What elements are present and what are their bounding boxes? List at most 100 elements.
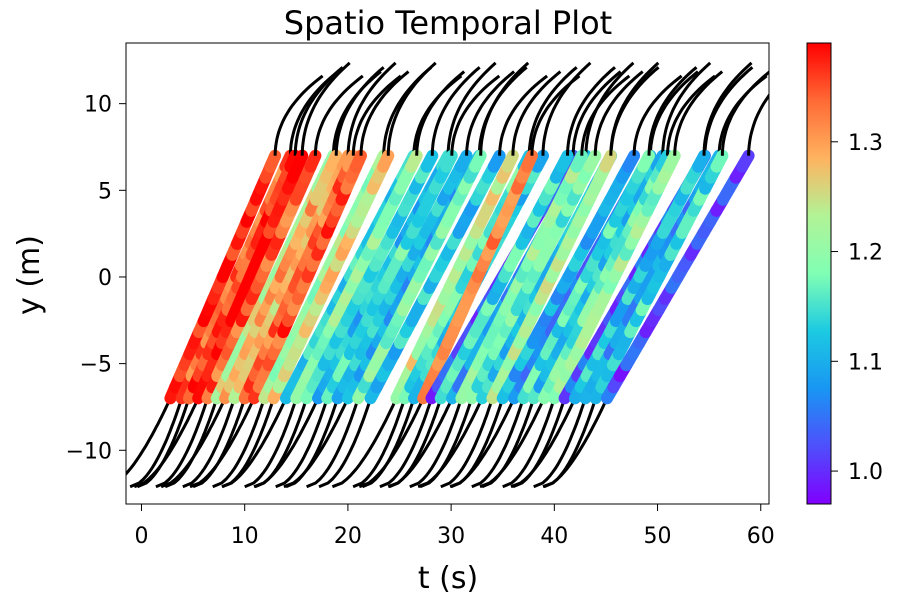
x-tick-label: 60 (747, 524, 775, 549)
trajectory-entry-trace (160, 397, 227, 489)
plot-area (126, 61, 769, 489)
trajectory-exit-trace (273, 74, 324, 156)
colorbar-tick-label: 1.1 (848, 350, 883, 375)
trajectory-21 (331, 70, 562, 489)
trajectory-exit-trace (346, 61, 397, 156)
chart-title: Spatio Temporal Plot (284, 4, 612, 42)
trajectory-exit-trace (479, 61, 530, 156)
trajectory-exit-trace (465, 70, 516, 156)
y-axis: −10 −5 0 5 10 (66, 93, 126, 464)
trajectory-exit-trace (571, 70, 622, 156)
trajectory-exit-trace (415, 70, 466, 156)
trajectory-entry-trace (440, 397, 494, 489)
trajectory-exit-trace (527, 66, 578, 156)
trajectory-32 (450, 74, 683, 489)
speed-point (454, 149, 473, 173)
trajectory-17 (285, 70, 516, 489)
trajectory-entry-trace (253, 397, 320, 489)
trajectory-entry-trace (189, 397, 256, 489)
trajectory-entry-trace (283, 397, 350, 489)
trajectory-16 (275, 74, 501, 489)
trajectory-entry-trace (449, 397, 516, 489)
speed-point (692, 149, 710, 173)
trajectory-entry-trace (133, 397, 200, 489)
speed-point (469, 149, 487, 173)
y-tick-label: 10 (84, 93, 112, 118)
trajectory-0 (126, 74, 324, 477)
speed-point (350, 149, 367, 173)
trajectory-entry-trace (318, 397, 373, 489)
trajectory-exit-trace (609, 61, 660, 156)
trajectory-entry-trace (479, 397, 546, 489)
x-axis-label: t (s) (418, 561, 478, 596)
trajectory-exit-trace (351, 74, 402, 156)
trajectory-exit-trace (359, 70, 410, 156)
trajectory-exit-trace (498, 74, 549, 156)
trajectory-exit-trace (593, 70, 644, 156)
speed-point (405, 149, 423, 173)
y-tick-label: −5 (80, 353, 112, 378)
trajectory-41 (543, 70, 769, 489)
trajectory-3 (133, 61, 351, 489)
x-tick-label: 20 (334, 524, 362, 549)
speed-point (342, 149, 360, 173)
speed-point (555, 149, 574, 173)
y-tick-label: 0 (98, 266, 112, 291)
trajectory-28 (409, 74, 631, 489)
trajectory-entry-trace (471, 397, 525, 489)
trajectory-31 (440, 61, 660, 489)
plot-frame (125, 42, 770, 505)
trajectory-entry-trace (352, 397, 407, 489)
trajectory-exit-trace (566, 66, 616, 156)
trajectory-exit-trace (530, 74, 581, 156)
trajectory-exit-trace (313, 74, 364, 156)
x-tick-label: 0 (134, 524, 148, 549)
trajectory-exit-trace (511, 70, 562, 156)
speed-point (637, 149, 655, 173)
speed-point (291, 149, 309, 173)
trajectory-exit-trace (446, 61, 497, 156)
trajectory-exit-trace (430, 66, 481, 156)
trajectory-entry-trace (387, 397, 454, 489)
x-tick-label: 40 (540, 524, 568, 549)
trajectory-4 (155, 74, 364, 489)
trajectory-exit-trace (647, 66, 698, 156)
trajectory-11 (221, 61, 437, 489)
trajectory-entry-trace (212, 397, 266, 489)
trajectory-6 (160, 66, 385, 489)
trajectory-8 (192, 74, 402, 489)
trajectory-exit-trace (382, 66, 433, 156)
speed-point (663, 149, 681, 173)
trajectory-entry-trace (126, 397, 172, 477)
speed-point (531, 149, 549, 173)
trajectory-exit-trace (450, 74, 501, 156)
trajectory-exit-trace (673, 70, 724, 156)
trajectory-42 (542, 93, 769, 489)
trajectory-exit-trace (720, 70, 769, 156)
speed-point (264, 149, 282, 173)
trajectory-37 (502, 70, 724, 489)
trajectory-entry-trace (306, 397, 360, 489)
trajectory-entry-trace (502, 397, 556, 489)
trajectory-entry-trace (542, 397, 609, 489)
trajectory-2 (136, 66, 344, 489)
x-tick-label: 10 (231, 524, 259, 549)
trajectory-entry-trace (358, 397, 425, 489)
speed-point (599, 149, 617, 173)
trajectory-exit-trace (580, 74, 631, 156)
speed-point (736, 149, 755, 173)
trajectory-entry-trace (155, 397, 209, 489)
speed-point (325, 149, 343, 173)
colorbar-tick-label: 1.0 (848, 460, 883, 485)
speed-point (304, 149, 322, 173)
trajectory-entry-trace (331, 397, 398, 489)
trajectory-36 (479, 74, 716, 489)
speed-point (440, 149, 458, 173)
speed-point (420, 149, 439, 173)
trajectory-entry-trace (409, 397, 463, 489)
trajectory-29 (419, 70, 644, 489)
trajectory-34 (471, 66, 698, 489)
trajectory-exit-trace (702, 61, 753, 156)
x-axis: 0 10 20 30 40 50 60 (134, 504, 775, 549)
